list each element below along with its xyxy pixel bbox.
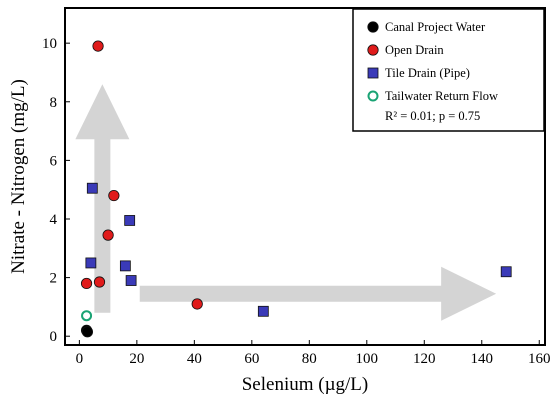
trend-arrows [75,84,497,321]
y-tick-label: 10 [42,36,57,52]
legend-label: Open Drain [385,43,444,57]
y-tick-label: 8 [50,95,58,111]
plot-area-frame [64,7,546,346]
data-points [80,40,512,338]
x-axis-title: Selenium (µg/L) [242,374,369,395]
legend-marker [367,44,379,56]
legend-box [352,8,545,132]
y-tick-label: 0 [50,329,58,345]
tile-drain-pipe-point [257,305,269,317]
x-tick-label: 60 [244,351,259,367]
tile-drain-pipe-point [86,182,98,194]
x-tick-label: 20 [129,351,144,367]
open-drain-point [93,276,106,288]
y-tick-label: 4 [50,212,58,228]
tailwater-return-flow-point [81,310,93,322]
arrow-right [139,266,497,321]
x-tick-label: 100 [356,351,379,367]
y-axis-title: Nitrate - Nitrogen (mg/L) [8,79,29,274]
legend-items: Canal Project Water Open Drain Tile Drain … [367,20,498,103]
y-tick-label: 6 [50,153,58,169]
legend-label: Canal Project Water [385,20,486,34]
tile-drain-pipe-point [119,260,131,272]
arrow-up [75,84,130,313]
tile-drain-pipe-point [500,266,512,278]
legend-label: Tailwater Return Flow [385,89,498,103]
tile-drain-pipe-point [124,215,136,226]
x-tick-label: 140 [471,351,494,367]
open-drain-point [191,298,203,310]
legend-marker [367,21,379,33]
legend-label: Tile Drain (Pipe) [385,66,470,80]
axis-ticks: 0 20 40 60 80 100 120 140 160 0 2 4 6 8 10 [42,36,550,367]
legend: Canal Project Water Open Drain Tile Drain … [352,8,545,132]
open-drain-point [108,189,120,202]
legend-marker [367,90,379,102]
x-tick-label: 0 [76,351,84,367]
tile-drain-pipe-point [125,275,137,286]
x-tick-label: 40 [187,351,202,367]
open-drain-point [102,229,114,241]
tile-drain-pipe-point [85,257,97,269]
x-tick-label: 160 [528,351,550,367]
open-drain-point [92,40,104,52]
canal-project-water-point [81,326,94,338]
open-drain-point [80,277,93,290]
legend-marker [367,67,379,79]
x-tick-label: 80 [302,351,317,367]
x-tick-label: 120 [413,351,436,367]
y-tick-label: 2 [50,271,58,287]
legend-annotation: R² = 0.01; p = 0.75 [385,109,480,123]
